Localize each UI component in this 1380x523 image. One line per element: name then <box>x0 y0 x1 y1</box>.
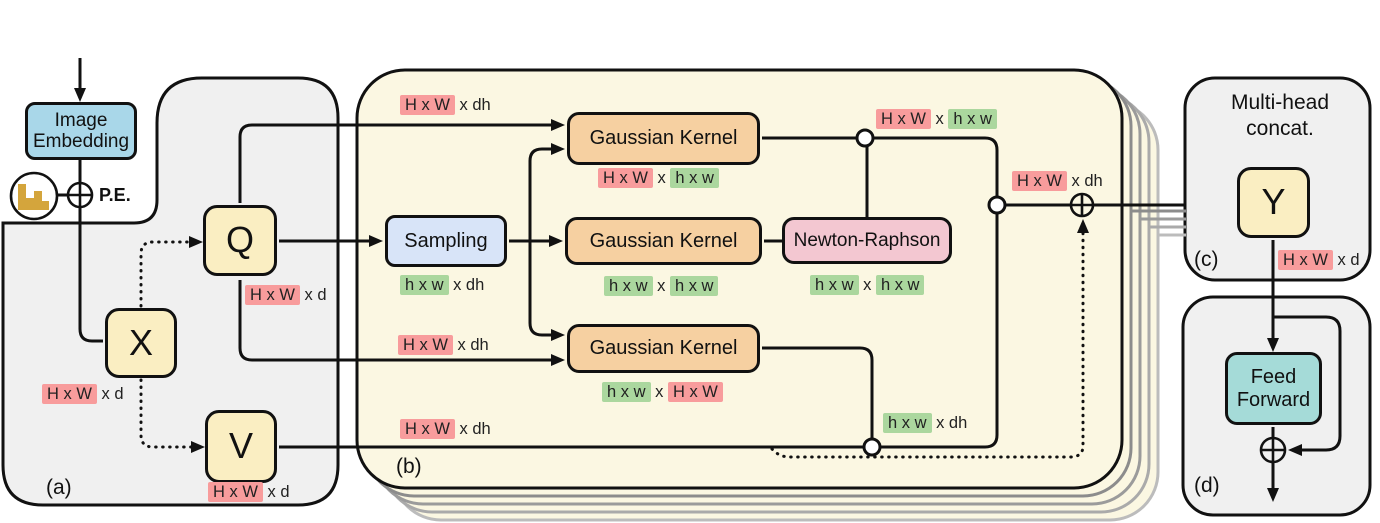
multi-head-concat-title: Multi-head concat. <box>1230 91 1330 141</box>
panel-d-letter: (d) <box>1194 474 1220 497</box>
dim-q-top-line: H x W x dh <box>400 95 491 115</box>
y-box: Y <box>1237 167 1310 238</box>
panel-b-letter: (b) <box>396 455 422 478</box>
dim-below-newton-raphson: h x w x h x w <box>810 275 925 295</box>
dim-below-gk-mid: h x w x h x w <box>604 276 719 296</box>
dim-below-q: H x W x d <box>245 285 327 305</box>
v-box: V <box>205 410 277 483</box>
panel-a-letter: (a) <box>46 476 72 499</box>
dim-y-out: H x W x d <box>1278 250 1360 270</box>
x-box: X <box>105 308 177 378</box>
feed-forward-box: Feed Forward <box>1225 352 1322 425</box>
newton-raphson-box: Newton-Raphson <box>782 217 952 264</box>
gaussian-kernel-top-box: Gaussian Kernel <box>567 112 760 165</box>
panel-c-letter: (c) <box>1194 248 1219 271</box>
gaussian-kernel-bottom-box: Gaussian Kernel <box>567 324 760 373</box>
gaussian-kernel-mid-box: Gaussian Kernel <box>565 217 762 265</box>
q-box: Q <box>203 205 277 276</box>
dim-below-gk-top: H x W x h x w <box>598 168 719 188</box>
dim-below-x: H x W x d <box>42 384 124 404</box>
dim-merge-node: h x w x dh <box>883 413 967 433</box>
dim-below-v: H x W x d <box>208 482 290 502</box>
pe-text: P.E. <box>99 185 131 205</box>
image-embedding-box: Image Embedding <box>25 102 137 160</box>
dim-below-gk-bottom: h x w x H x W <box>602 382 723 402</box>
dim-pre-sum: H x W x dh <box>1012 171 1103 191</box>
dim-below-sampling: h x w x dh <box>400 275 484 295</box>
sampling-box: Sampling <box>385 215 507 267</box>
dim-v-line: H x W x dh <box>400 419 491 439</box>
dim-gk-top-out: H x W x h x w <box>876 109 997 129</box>
dim-q-bottom-line: H x W x dh <box>398 335 489 355</box>
